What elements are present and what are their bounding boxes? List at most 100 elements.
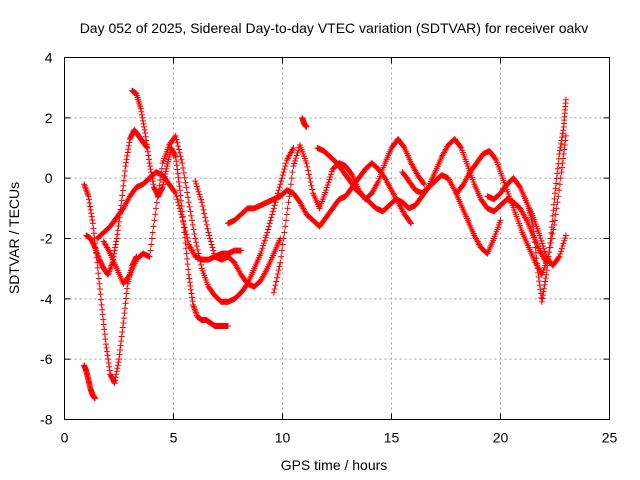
data-point	[125, 146, 132, 153]
data-point	[271, 286, 278, 293]
data-point	[102, 341, 109, 348]
data-point	[552, 217, 558, 224]
data-point	[561, 237, 568, 244]
plot-area	[81, 87, 569, 402]
data-point	[100, 316, 107, 323]
data-point	[278, 175, 285, 182]
data-point	[492, 155, 499, 162]
data-point	[183, 245, 190, 252]
data-point	[117, 342, 124, 349]
data-point	[118, 338, 125, 345]
data-point	[558, 245, 565, 252]
data-point	[551, 195, 558, 202]
data-point	[559, 130, 566, 137]
data-point	[187, 286, 194, 293]
data-point	[272, 282, 279, 289]
data-point	[282, 163, 289, 170]
data-point	[176, 183, 183, 190]
data-point	[546, 244, 553, 251]
data-point	[537, 235, 544, 242]
data-point	[268, 214, 275, 221]
data-point	[285, 199, 292, 206]
data-point	[188, 212, 195, 219]
data-point	[104, 348, 111, 355]
data-point	[400, 143, 407, 150]
y-tick-label: -8	[40, 412, 53, 428]
data-point	[193, 180, 200, 187]
data-point	[194, 246, 201, 253]
y-tick-label: 2	[45, 110, 53, 126]
data-point	[95, 275, 102, 282]
data-point	[120, 177, 127, 184]
data-point	[206, 232, 213, 239]
data-point	[276, 263, 283, 270]
series-prn-l	[453, 132, 569, 278]
data-point	[185, 266, 192, 273]
data-point	[262, 234, 269, 241]
data-point	[116, 351, 123, 358]
data-point	[150, 223, 157, 230]
data-point	[535, 269, 542, 276]
data-point	[182, 227, 189, 234]
data-point	[201, 210, 208, 217]
data-point	[157, 171, 164, 178]
data-point	[197, 194, 204, 201]
x-tick-label: 25	[602, 430, 618, 446]
data-point	[531, 233, 538, 240]
data-point	[144, 145, 151, 151]
data-point	[283, 160, 290, 167]
data-point	[189, 298, 196, 305]
data-point	[185, 271, 192, 278]
data-point	[309, 186, 316, 193]
data-point	[561, 141, 568, 148]
data-point	[186, 275, 193, 282]
data-point	[114, 227, 121, 234]
data-point	[549, 218, 556, 225]
data-point	[205, 229, 212, 236]
data-point	[120, 182, 127, 189]
data-point	[146, 160, 153, 167]
data-point	[101, 331, 108, 338]
data-point	[89, 220, 96, 227]
data-point	[114, 365, 121, 372]
data-point	[207, 235, 214, 242]
data-point	[90, 225, 97, 232]
data-point	[120, 315, 127, 322]
data-point	[173, 136, 180, 143]
data-point	[115, 223, 122, 230]
data-point	[266, 220, 273, 227]
data-point	[180, 169, 187, 176]
data-point	[190, 226, 197, 233]
data-point	[210, 247, 217, 254]
data-point	[323, 187, 330, 194]
data-point	[105, 359, 112, 366]
data-point	[559, 164, 566, 171]
data-point	[149, 178, 156, 185]
data-point	[189, 217, 196, 224]
data-point	[556, 181, 563, 188]
data-point	[113, 368, 120, 375]
data-point	[306, 175, 313, 182]
data-point	[534, 265, 541, 272]
data-point	[99, 306, 106, 313]
data-point	[211, 250, 218, 257]
data-point	[225, 322, 231, 329]
data-point	[516, 183, 523, 190]
data-point	[155, 188, 162, 195]
data-point	[555, 254, 562, 261]
series-prn-f	[100, 132, 297, 305]
data-point	[556, 187, 563, 194]
data-point	[305, 171, 312, 178]
data-point	[261, 237, 268, 244]
data-point	[561, 146, 568, 153]
data-point	[173, 193, 180, 200]
data-point	[259, 245, 266, 252]
data-point	[89, 217, 96, 224]
data-point	[280, 169, 287, 176]
data-point	[186, 279, 193, 286]
x-axis-label: GPS time / hours	[281, 457, 388, 473]
data-point	[559, 160, 566, 167]
data-point	[199, 203, 206, 210]
data-point	[105, 356, 112, 363]
data-point	[137, 105, 144, 112]
